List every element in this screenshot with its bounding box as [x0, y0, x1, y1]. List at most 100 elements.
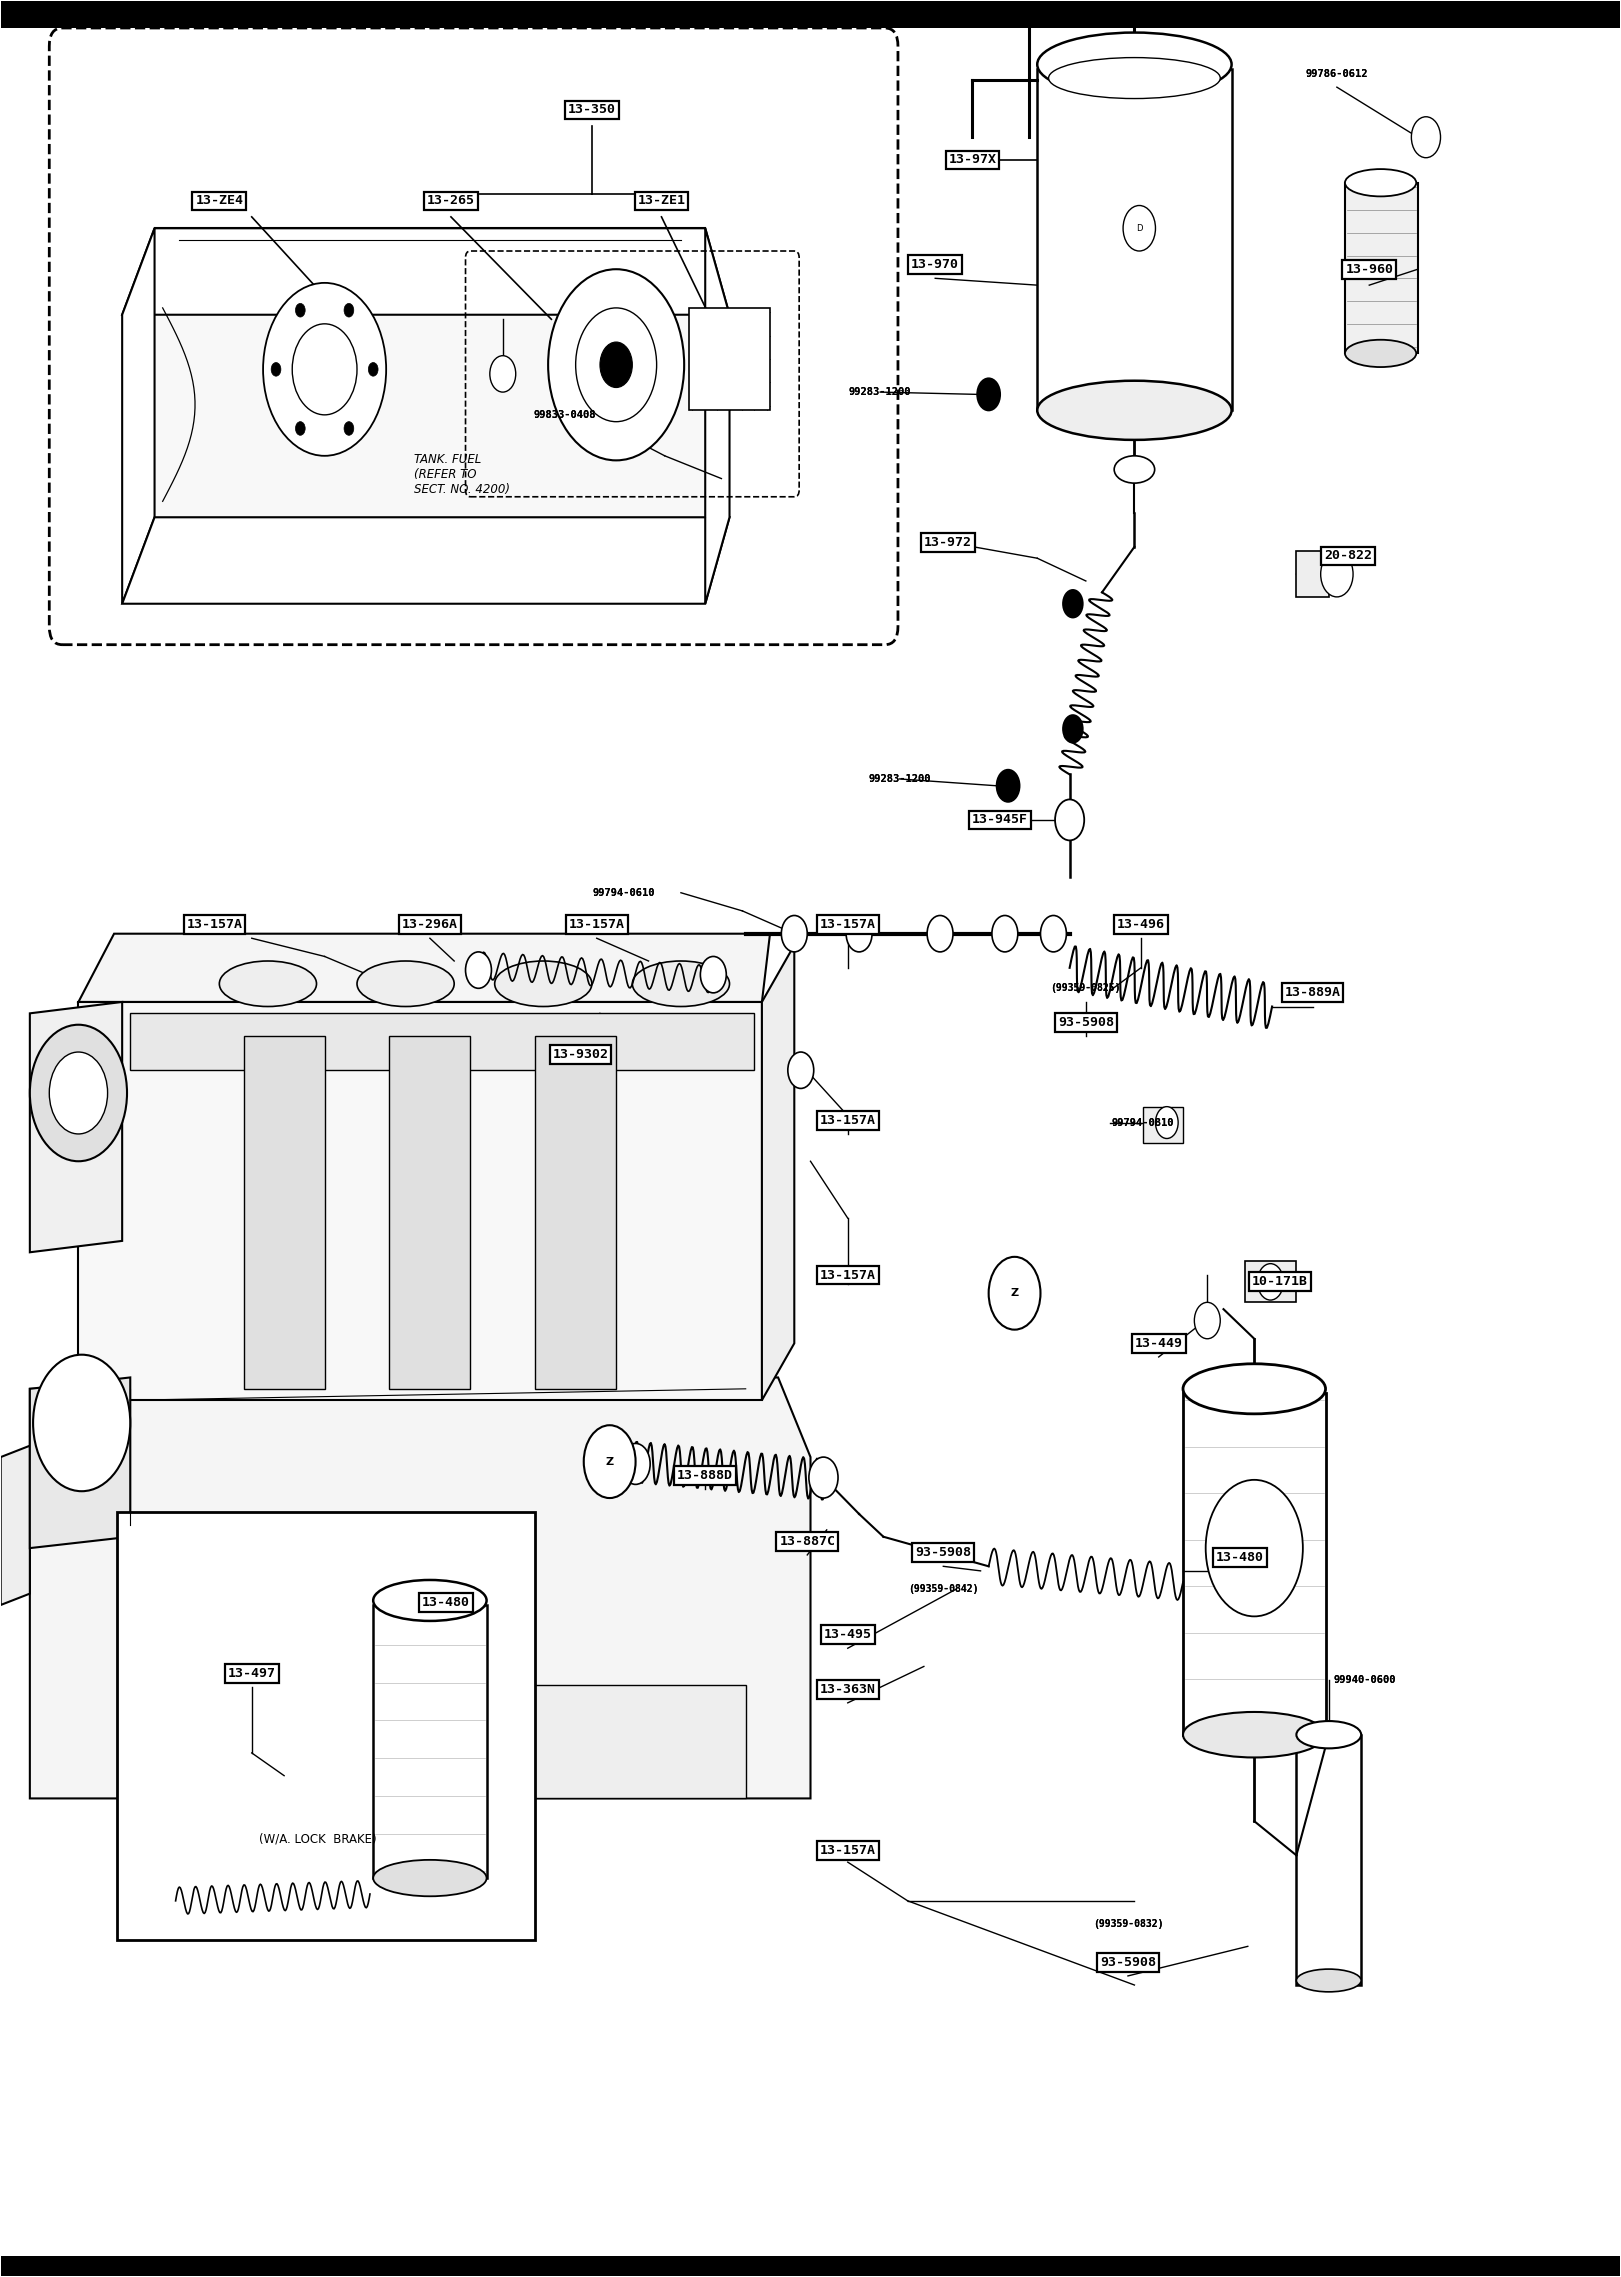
Circle shape [548, 269, 684, 460]
Polygon shape [122, 228, 154, 603]
Circle shape [465, 952, 491, 988]
Circle shape [1258, 1264, 1284, 1300]
Text: 13-960: 13-960 [1345, 262, 1394, 276]
Text: 13-157A: 13-157A [820, 918, 875, 931]
Circle shape [344, 421, 353, 435]
Text: 13-496: 13-496 [1117, 918, 1165, 931]
Circle shape [927, 915, 953, 952]
Circle shape [1195, 1302, 1221, 1339]
Polygon shape [78, 934, 770, 1002]
Text: (W/A. LOCK  BRAKE): (W/A. LOCK BRAKE) [259, 1833, 378, 1847]
Text: 99940-0600: 99940-0600 [1332, 1676, 1396, 1685]
Text: (99359-0842): (99359-0842) [908, 1585, 979, 1594]
Polygon shape [1345, 182, 1418, 353]
Polygon shape [1245, 1261, 1297, 1302]
Text: 13-972: 13-972 [924, 535, 973, 549]
Text: 13-449: 13-449 [1135, 1337, 1183, 1350]
Text: 99283-1200: 99283-1200 [849, 387, 911, 396]
Ellipse shape [1345, 168, 1417, 196]
Circle shape [32, 1355, 130, 1491]
Text: (99359-0825): (99359-0825) [1050, 984, 1122, 993]
Circle shape [621, 1444, 650, 1485]
Ellipse shape [632, 961, 729, 1006]
Ellipse shape [1049, 57, 1221, 98]
Ellipse shape [1183, 1712, 1326, 1758]
Polygon shape [29, 1002, 122, 1252]
Ellipse shape [1037, 32, 1232, 96]
Polygon shape [78, 1002, 762, 1400]
Text: 13-480: 13-480 [421, 1596, 470, 1610]
Text: 99786-0612: 99786-0612 [1305, 68, 1368, 77]
Ellipse shape [357, 961, 454, 1006]
Circle shape [344, 303, 353, 317]
Polygon shape [1143, 1107, 1183, 1143]
Text: 99283-1200: 99283-1200 [869, 774, 930, 783]
Circle shape [1055, 799, 1084, 840]
Polygon shape [0, 1446, 29, 1605]
FancyBboxPatch shape [0, 0, 1621, 27]
Circle shape [846, 915, 872, 952]
Text: 13-157A: 13-157A [186, 918, 243, 931]
FancyBboxPatch shape [117, 1512, 535, 1940]
Polygon shape [122, 517, 729, 603]
Text: 99794-0610: 99794-0610 [593, 888, 655, 897]
Ellipse shape [1297, 1970, 1362, 1992]
Text: 13-157A: 13-157A [820, 1268, 875, 1282]
Circle shape [992, 915, 1018, 952]
Polygon shape [705, 228, 729, 603]
Text: 99833-0408: 99833-0408 [533, 410, 595, 419]
Circle shape [271, 362, 280, 376]
Polygon shape [1297, 551, 1329, 597]
Circle shape [49, 1052, 107, 1134]
FancyBboxPatch shape [49, 27, 898, 644]
Text: 13-9302: 13-9302 [553, 1047, 608, 1061]
Ellipse shape [1206, 1480, 1303, 1617]
Text: 99794-0810: 99794-0810 [1112, 1118, 1174, 1127]
Ellipse shape [1037, 380, 1232, 439]
Text: Z: Z [606, 1457, 614, 1466]
Text: 99940-0600: 99940-0600 [1332, 1676, 1396, 1685]
Ellipse shape [1183, 1364, 1326, 1414]
Circle shape [1063, 715, 1083, 742]
Circle shape [292, 323, 357, 414]
Circle shape [809, 1457, 838, 1498]
Circle shape [295, 303, 305, 317]
Circle shape [295, 421, 305, 435]
Circle shape [600, 342, 632, 387]
Text: 99794-0610: 99794-0610 [593, 888, 655, 897]
Polygon shape [154, 228, 705, 517]
Text: 99833-0408: 99833-0408 [533, 410, 595, 419]
Text: 13-495: 13-495 [823, 1628, 872, 1642]
Text: 13-157A: 13-157A [820, 1844, 875, 1858]
Ellipse shape [373, 1860, 486, 1897]
Text: 13-296A: 13-296A [402, 918, 457, 931]
Circle shape [1412, 116, 1441, 157]
Text: 13-480: 13-480 [1216, 1551, 1264, 1564]
Polygon shape [243, 1036, 324, 1389]
Text: D: D [1136, 223, 1143, 232]
Text: 13-157A: 13-157A [820, 1113, 875, 1127]
Circle shape [788, 1052, 814, 1088]
Text: 99794-0810: 99794-0810 [1112, 1118, 1174, 1127]
Text: 13-970: 13-970 [911, 257, 960, 271]
Text: 99283-1200: 99283-1200 [849, 387, 911, 396]
Ellipse shape [1297, 1721, 1362, 1749]
Circle shape [490, 355, 515, 392]
Text: 93-5908: 93-5908 [1059, 1016, 1114, 1029]
Polygon shape [130, 1685, 746, 1799]
Polygon shape [689, 307, 770, 410]
Circle shape [575, 307, 657, 421]
Text: 10-171B: 10-171B [1251, 1275, 1308, 1289]
Polygon shape [389, 1036, 470, 1389]
Text: 13-497: 13-497 [227, 1667, 276, 1680]
Circle shape [1063, 590, 1083, 617]
Polygon shape [762, 945, 794, 1400]
Text: 13-889A: 13-889A [1284, 986, 1341, 1000]
Text: 13-265: 13-265 [426, 194, 475, 207]
FancyBboxPatch shape [1297, 1735, 1362, 1986]
Circle shape [989, 1257, 1041, 1330]
Circle shape [1321, 551, 1354, 597]
Circle shape [997, 770, 1020, 802]
Text: (99359-0832): (99359-0832) [1093, 1920, 1164, 1929]
FancyBboxPatch shape [0, 2257, 1621, 2277]
